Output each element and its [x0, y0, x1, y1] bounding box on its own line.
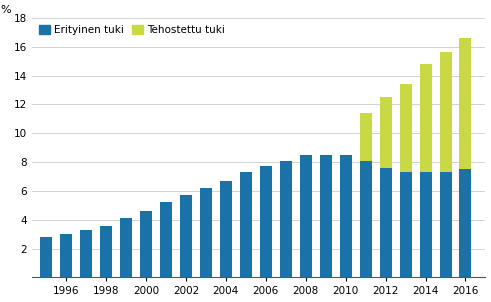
- Bar: [260, 166, 272, 278]
- Bar: [280, 161, 292, 278]
- Bar: [140, 211, 152, 278]
- Bar: [180, 195, 192, 278]
- Bar: [300, 155, 312, 278]
- Bar: [400, 84, 411, 172]
- Bar: [439, 53, 452, 172]
- Bar: [320, 155, 332, 278]
- Bar: [400, 172, 411, 278]
- Bar: [220, 181, 232, 278]
- Bar: [340, 155, 352, 278]
- Legend: Erityinen tuki, Tehostettu tuki: Erityinen tuki, Tehostettu tuki: [37, 23, 227, 37]
- Bar: [419, 172, 432, 278]
- Bar: [120, 218, 132, 278]
- Bar: [60, 234, 72, 278]
- Bar: [419, 64, 432, 172]
- Bar: [380, 168, 392, 278]
- Bar: [160, 202, 172, 278]
- Bar: [460, 169, 471, 278]
- Bar: [80, 230, 92, 278]
- Bar: [240, 172, 252, 278]
- Bar: [460, 38, 471, 169]
- Bar: [439, 172, 452, 278]
- Bar: [359, 161, 372, 278]
- Bar: [200, 188, 212, 278]
- Bar: [100, 226, 112, 278]
- Bar: [380, 97, 392, 168]
- Bar: [359, 113, 372, 161]
- Bar: [40, 237, 52, 278]
- Text: %: %: [0, 5, 11, 15]
